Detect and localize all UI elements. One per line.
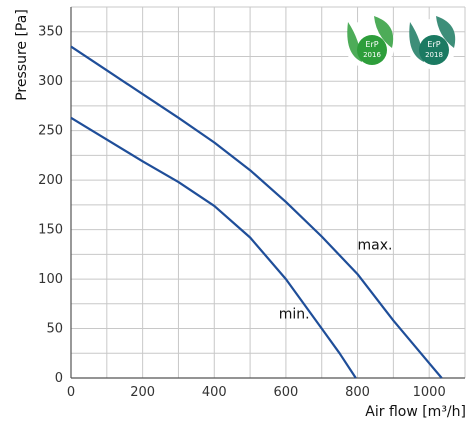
y-tick-label: 0	[55, 371, 63, 386]
y-tick-label: 50	[46, 322, 63, 337]
y-tick-label: 300	[38, 74, 63, 89]
x-tick-label: 600	[273, 385, 298, 400]
erp-badge-2016: ErP 2016	[345, 16, 395, 69]
leaf-icon	[436, 16, 456, 48]
x-tick-label: 800	[345, 385, 370, 400]
series-line-max	[70, 45, 443, 379]
series-lines: max. min.	[70, 45, 443, 379]
y-tick-label: 200	[38, 173, 63, 188]
leaf-icon	[374, 16, 394, 48]
badge-disc	[357, 35, 387, 65]
badge-disc	[419, 35, 449, 65]
x-tick-label: 400	[202, 385, 227, 400]
series-label-max: max.	[358, 237, 393, 253]
x-tick-label: 0	[67, 385, 75, 400]
y-tick-label: 150	[38, 223, 63, 238]
y-tick-label: 250	[38, 124, 63, 139]
badge-year: 2018	[425, 51, 443, 59]
y-axis-label: Pressure [Pa]	[14, 9, 30, 101]
series-label-min: min.	[279, 307, 310, 323]
axes	[70, 7, 465, 379]
x-tick-label: 200	[130, 385, 155, 400]
x-axis-label: Air flow [m³/h]	[365, 404, 466, 420]
badge-label: ErP	[365, 40, 378, 49]
tick-labels: 0 200 400 600 800 1000 0 50 100 150 200 250 300 350	[38, 25, 446, 400]
badge-label: ErP	[427, 40, 440, 49]
y-tick-label: 350	[38, 25, 63, 40]
y-tick-label: 100	[38, 272, 63, 287]
erp-badges: ErP 2016 ErP 2018	[345, 16, 457, 69]
grid	[71, 6, 466, 378]
x-tick-label: 1000	[413, 385, 446, 400]
erp-badge-2018: ErP 2018	[407, 16, 457, 69]
badge-year: 2016	[363, 51, 381, 59]
series-line-min	[70, 116, 357, 379]
